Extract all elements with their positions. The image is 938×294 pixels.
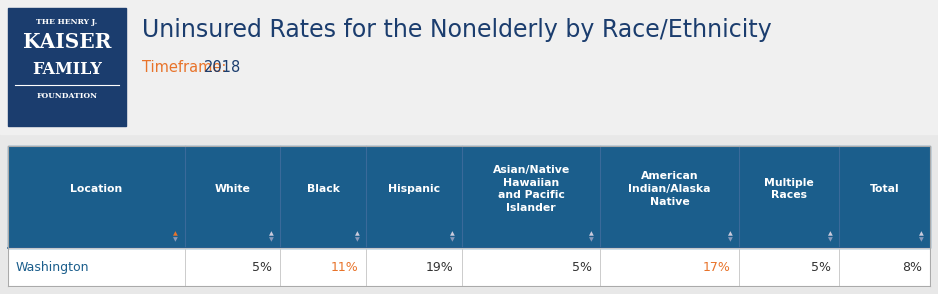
Text: 5%: 5% [572, 260, 593, 274]
Text: Timeframe:: Timeframe: [142, 60, 226, 75]
Text: ▼: ▼ [918, 238, 923, 243]
Text: 17%: 17% [704, 260, 731, 274]
Text: 5%: 5% [252, 260, 272, 274]
Text: ▲: ▲ [269, 232, 274, 237]
Text: ▼: ▼ [828, 238, 833, 243]
Text: Hispanic: Hispanic [388, 184, 440, 194]
Text: Location: Location [70, 184, 123, 194]
Text: ▲: ▲ [918, 232, 923, 237]
Text: ▼: ▼ [355, 238, 359, 243]
Text: ▼: ▼ [589, 238, 594, 243]
Text: Total: Total [870, 184, 900, 194]
Text: KAISER: KAISER [23, 32, 112, 52]
Text: Asian/Native
Hawaiian
and Pacific
Islander: Asian/Native Hawaiian and Pacific Island… [492, 165, 569, 213]
Text: 2018: 2018 [204, 60, 241, 75]
Text: THE HENRY J.: THE HENRY J. [37, 18, 98, 26]
Text: ▼: ▼ [269, 238, 274, 243]
Text: ▲: ▲ [728, 232, 733, 237]
Text: 5%: 5% [811, 260, 831, 274]
Text: ▲: ▲ [355, 232, 359, 237]
Text: ▲: ▲ [828, 232, 833, 237]
Text: ▼: ▼ [728, 238, 733, 243]
Text: FAMILY: FAMILY [32, 61, 102, 78]
Bar [8, 146, 930, 286]
Text: American
Indian/Alaska
Native: American Indian/Alaska Native [628, 171, 711, 207]
Text: 19%: 19% [426, 260, 454, 274]
Bar [0, 0, 938, 134]
Text: ▲: ▲ [589, 232, 594, 237]
Text: Uninsured Rates for the Nonelderly by Race/Ethnicity: Uninsured Rates for the Nonelderly by Ra… [142, 18, 772, 42]
Text: 11%: 11% [330, 260, 358, 274]
Text: Multiple
Races: Multiple Races [764, 178, 814, 200]
Text: ▲: ▲ [450, 232, 455, 237]
Text: ▲: ▲ [174, 232, 178, 237]
Text: White: White [215, 184, 250, 194]
Text: ▼: ▼ [450, 238, 455, 243]
Text: 8%: 8% [902, 260, 922, 274]
Text: FOUNDATION: FOUNDATION [37, 92, 98, 100]
Bar [8, 146, 930, 248]
Text: Washington: Washington [16, 260, 89, 274]
Bar [8, 8, 126, 126]
Text: ▼: ▼ [174, 238, 178, 243]
Text: Black: Black [307, 184, 340, 194]
